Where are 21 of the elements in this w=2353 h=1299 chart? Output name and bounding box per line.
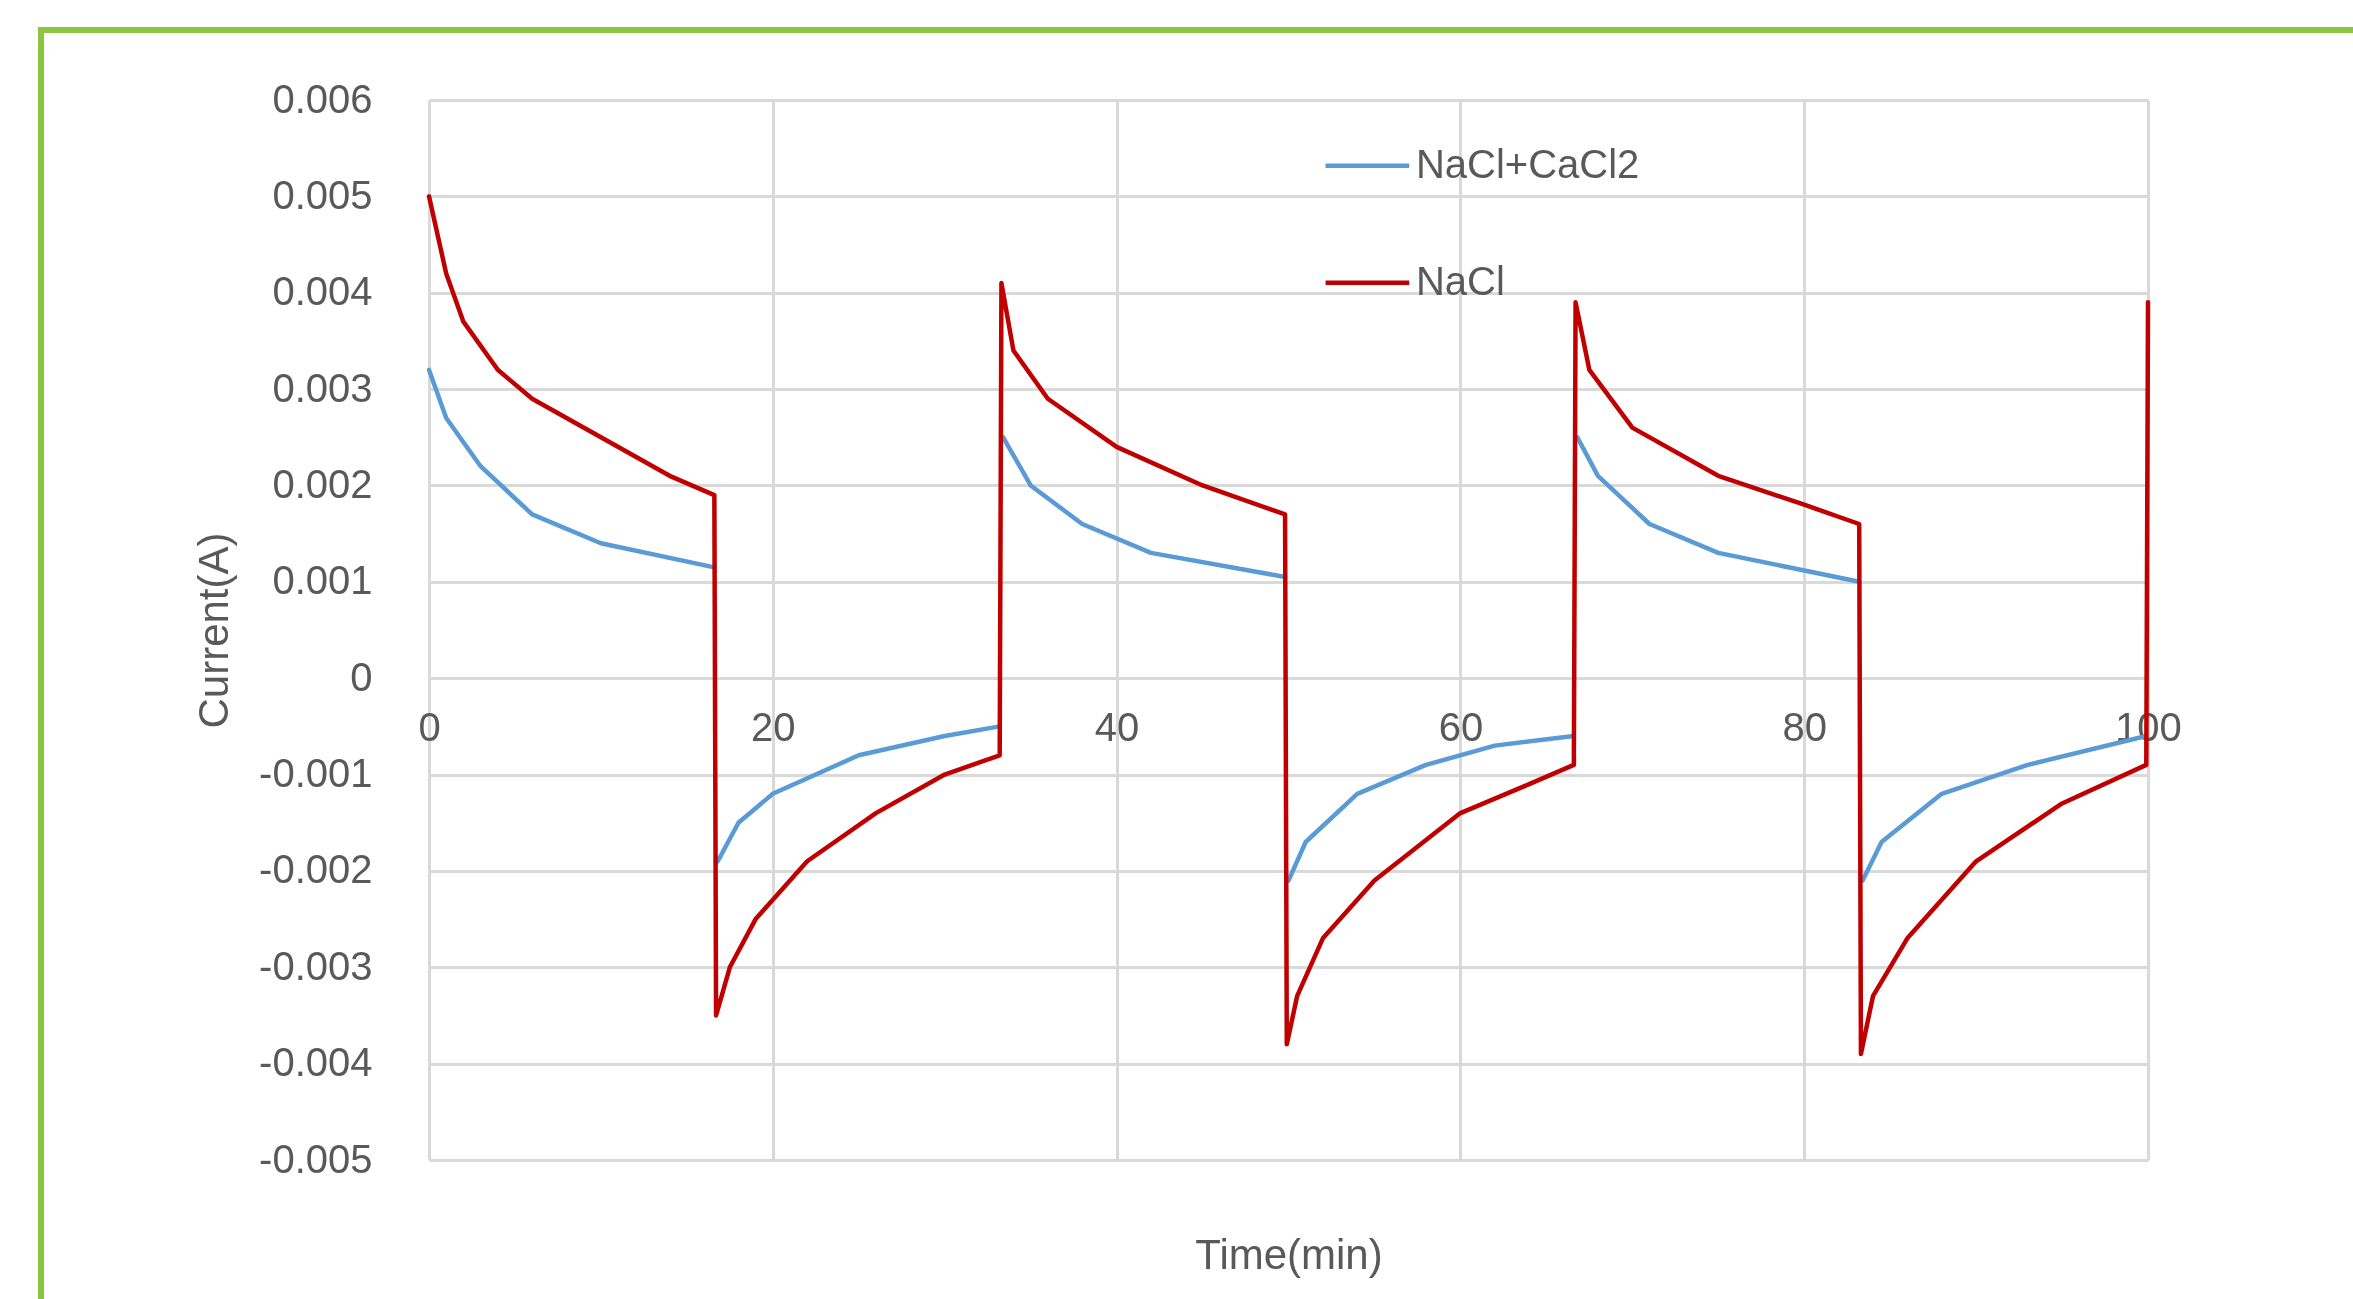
y-tick-label: -0.003 (259, 943, 373, 988)
y-tick-label: -0.001 (259, 751, 373, 796)
y-tick-label: 0.006 (272, 76, 373, 121)
legend-label: NaCl (1415, 258, 1505, 303)
x-tick-label: 0 (418, 704, 441, 749)
legend-label: NaCl+CaCl2 (1415, 141, 1640, 186)
y-tick-label: -0.005 (259, 1136, 373, 1181)
y-tick-label: 0 (350, 654, 373, 699)
y-tick-label: -0.002 (259, 847, 373, 892)
x-tick-label: 60 (1438, 704, 1484, 749)
y-tick-label: 0.001 (272, 558, 373, 603)
x-tick-label: 20 (751, 704, 796, 749)
y-axis-title: Current(A) (190, 532, 238, 729)
y-tick-label: -0.004 (259, 1040, 373, 1085)
y-tick-label: 0.005 (272, 172, 373, 217)
y-tick-label: 0.004 (272, 269, 373, 314)
y-tick-label: 0.003 (272, 365, 373, 410)
x-axis-title: Time(min) (1195, 1230, 1383, 1278)
x-tick-label: 80 (1782, 704, 1827, 749)
y-tick-label: 0.002 (272, 461, 373, 506)
x-tick-label: 40 (1094, 704, 1140, 749)
